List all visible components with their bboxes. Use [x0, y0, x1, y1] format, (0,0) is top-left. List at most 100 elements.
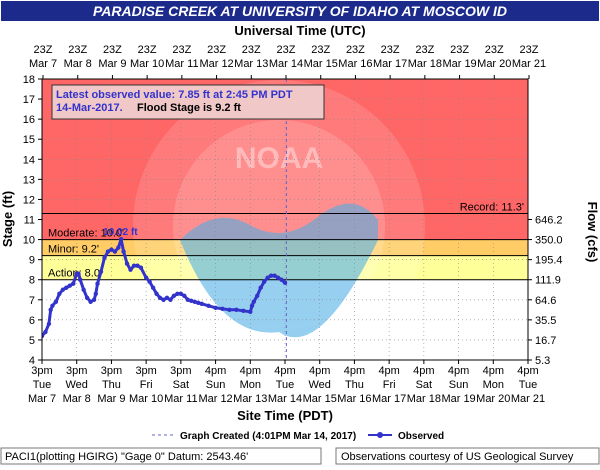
y-tick-label: 6 [29, 315, 35, 327]
observed-point [67, 283, 72, 288]
top-axis-ticks: 23Z Mar 7 23Z Mar 8 23Z Mar 9 23Z Mar 10 23Z Mar … [29, 44, 546, 79]
x-tick-day: Sat [173, 379, 190, 391]
observed-point [112, 249, 118, 254]
logo-text: NOAA [235, 142, 323, 175]
y-tick-label: 5 [29, 335, 35, 347]
y-tick-label: 12 [23, 194, 35, 206]
observed-point [121, 249, 126, 254]
x-tick-day: Tue [33, 379, 52, 391]
x-tick-date: Mar 18 [407, 393, 441, 405]
y-axis-ticks: 4 5 6 7 8 9 10 11 12 13 14 15 16 17 18 [23, 74, 42, 367]
y-tick-label: 11 [24, 215, 35, 227]
x-tick-day: Fri [140, 379, 153, 391]
y-tick-label: 4 [29, 355, 35, 367]
info-box-bg [51, 84, 325, 120]
observed-point [249, 303, 255, 309]
x-tick-day: Sun [206, 379, 226, 391]
observed-point [220, 306, 225, 312]
y-tick-label: 8 [29, 275, 35, 287]
x2-tick-time: 23Z [381, 44, 400, 56]
observed-point [189, 298, 194, 303]
x-tick-day: Wed [309, 379, 331, 391]
x2-tick-date: Mar 15 [304, 58, 338, 70]
observed-point [258, 285, 263, 290]
x-tick-date: Mar 8 [63, 393, 91, 405]
x-tick-date: Mar 12 [198, 393, 232, 405]
x2-tick-time: 23Z [520, 44, 539, 56]
x-tick-day: Mon [483, 379, 504, 391]
observed-point [48, 307, 53, 313]
observed-point [168, 297, 173, 302]
x2-tick-date: Mar 21 [512, 58, 546, 70]
footer-right-box [335, 447, 600, 465]
observed-point [88, 299, 93, 304]
observed-point [138, 265, 144, 270]
x-tick-time: 3pm [101, 365, 122, 377]
legend-observed-label: Observed [398, 431, 444, 442]
threshold-label-record: Record: 11.3' [460, 201, 524, 213]
x2-tick-time: 23Z [485, 44, 504, 56]
observed-point [93, 291, 99, 296]
legend-observed-marker [377, 432, 383, 438]
x2-tick-time: 23Z [34, 44, 53, 56]
x-tick-date: Mar 14 [268, 393, 302, 405]
observed-point [161, 297, 166, 302]
flow-axis-label: Flow (cfs) [585, 202, 600, 263]
observed-point [43, 329, 48, 335]
observed-point [95, 281, 100, 286]
x2-tick-time: 23Z [172, 44, 191, 56]
observed-point [84, 295, 90, 300]
observed-point [64, 285, 69, 290]
x-tick-time: 3pm [31, 365, 52, 377]
footer-datum: PACI1(plotting HGIRG) "Gage 0" Datum: 25… [5, 451, 248, 463]
observed-point [199, 301, 204, 306]
x-tick-day: Tue [519, 379, 538, 391]
x2-tick-time: 23Z [277, 44, 296, 56]
observed-point [164, 295, 170, 300]
flow-axis-ticks: 646.2 350.0 195.4 111.9 64.6 35.5 16.7 5.3 [528, 215, 563, 367]
x-tick-day: Tue [276, 379, 295, 391]
x2-tick-date: Mar 8 [64, 58, 92, 70]
flow-tick-label: 5.3 [535, 355, 550, 367]
x2-tick-date: Mar 9 [98, 58, 126, 70]
y-tick-label: 13 [23, 174, 35, 186]
observed-point [213, 305, 218, 311]
observed-point [77, 277, 83, 282]
threshold-label-moderate: Moderate: 10.0' [48, 228, 124, 240]
peak-label: 10.02 ft [103, 227, 138, 238]
x2-tick-time: 23Z [68, 44, 87, 56]
info-latest-value: Latest observed value: 7.85 ft at 2:45 P… [56, 89, 293, 101]
observed-point [116, 245, 121, 250]
flow-tick-label: 111.9 [535, 275, 561, 287]
flow-tick-label: 35.5 [535, 315, 556, 327]
x-tick-date: Mar 21 [511, 393, 545, 405]
x2-tick-date: Mar 20 [477, 58, 511, 70]
legend: Graph Created (4:01PM Mar 14, 2017) Obse… [152, 431, 444, 442]
observed-point [147, 279, 152, 284]
observed-point [154, 291, 159, 296]
logo-wave-icon [180, 203, 378, 338]
flow-tick-label: 195.4 [535, 255, 563, 267]
x2-tick-date: Mar 14 [269, 58, 303, 70]
y-tick-label: 15 [23, 134, 35, 146]
x-axis-label: Site Time (PDT) [237, 408, 333, 423]
threshold-label-minor: Minor: 9.2' [48, 244, 99, 256]
logo-outer-circle [133, 80, 425, 372]
observed-point [255, 293, 260, 298]
x-tick-time: 3pm [66, 365, 87, 377]
x2-tick-time: 23Z [311, 44, 330, 56]
x-tick-date: Mar 10 [129, 393, 163, 405]
observed-point [143, 275, 149, 280]
observed-point [261, 279, 267, 284]
observed-point [251, 299, 256, 304]
observed-point [157, 295, 163, 300]
observed-point [135, 263, 140, 268]
legend-graph-created-label: Graph Created (4:01PM Mar 14, 2017) [180, 431, 356, 442]
y-tick-label: 18 [23, 74, 35, 86]
x2-tick-date: Mar 17 [373, 58, 407, 70]
x-tick-date: Mar 13 [233, 393, 267, 405]
observed-point [128, 267, 133, 272]
x2-tick-time: 23Z [242, 44, 261, 56]
observed-point [234, 307, 239, 313]
